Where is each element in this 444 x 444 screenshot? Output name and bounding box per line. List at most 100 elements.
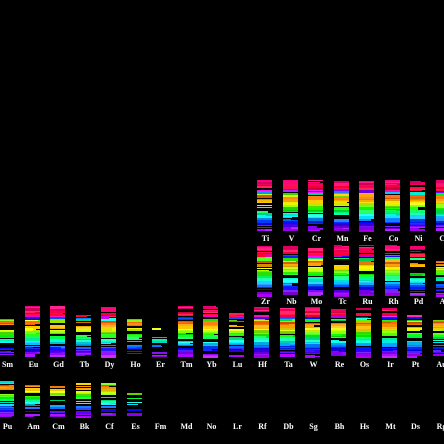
element-cell-ag[interactable]: Ag — [432, 245, 444, 309]
spectral-line — [203, 328, 218, 330]
spectral-line — [436, 277, 444, 279]
spectral-line — [308, 215, 323, 217]
element-cell-mt[interactable]: Mt — [378, 370, 403, 434]
element-cell-hs[interactable]: Hs — [352, 370, 377, 434]
spectral-line — [308, 279, 323, 282]
spectral-line — [76, 342, 91, 344]
spectral-line — [356, 340, 371, 343]
element-cell-tc[interactable]: Tc — [330, 245, 355, 309]
element-cell-ho[interactable]: Ho — [123, 306, 148, 372]
element-cell-er[interactable]: Er — [148, 306, 173, 372]
element-cell-es[interactable]: Es — [123, 370, 148, 434]
spectral-line — [334, 223, 349, 224]
element-cell-cu[interactable]: Cu — [432, 180, 444, 246]
element-symbol: Pd — [413, 297, 424, 306]
element-cell-os[interactable]: Os — [352, 306, 377, 372]
spectral-line — [101, 315, 116, 316]
element-cell-ds[interactable]: Ds — [403, 370, 428, 434]
spectral-line — [257, 200, 272, 202]
element-cell-cf[interactable]: Cf — [97, 370, 122, 434]
spectral-line — [203, 311, 218, 312]
spectral-line — [385, 253, 400, 254]
spectral-line — [0, 354, 14, 355]
element-cell-db[interactable]: Db — [276, 370, 301, 434]
spectral-line — [257, 284, 272, 285]
spectral-line — [127, 353, 142, 354]
spectral-line — [407, 356, 418, 358]
element-cell-ti[interactable]: Ti — [253, 180, 278, 246]
spectral-line — [410, 256, 425, 258]
element-symbol: Er — [156, 360, 165, 369]
element-cell-rh[interactable]: Rh — [381, 245, 406, 309]
element-cell-mn[interactable]: Mn — [330, 180, 355, 246]
spectral-line — [203, 354, 218, 356]
element-cell-rf[interactable]: Rf — [250, 370, 275, 434]
element-cell-sm[interactable]: Sm — [0, 306, 20, 372]
element-cell-cm[interactable]: Cm — [46, 370, 71, 434]
element-cell-re[interactable]: Re — [327, 306, 352, 372]
element-cell-eu[interactable]: Eu — [21, 306, 46, 372]
element-cell-co[interactable]: Co — [381, 180, 406, 246]
spectral-line — [25, 308, 40, 311]
element-cell-gd[interactable]: Gd — [46, 306, 71, 372]
element-cell-rg[interactable]: Rg — [429, 370, 444, 434]
spectral-line — [308, 212, 323, 213]
spectral-line — [308, 196, 323, 199]
spectral-line — [178, 329, 193, 330]
element-cell-dy[interactable]: Dy — [97, 306, 122, 372]
spectral-line — [283, 274, 298, 275]
element-cell-sg[interactable]: Sg — [301, 370, 326, 434]
element-cell-tb[interactable]: Tb — [72, 306, 97, 372]
spectral-line — [308, 268, 323, 271]
spectral-line — [356, 328, 371, 331]
element-cell-ni[interactable]: Ni — [406, 180, 431, 246]
element-cell-fm[interactable]: Fm — [148, 370, 173, 434]
element-cell-w[interactable]: W — [301, 306, 326, 372]
spectral-line — [280, 341, 295, 343]
spectral-line — [178, 326, 193, 329]
spectral-line — [0, 334, 14, 336]
element-cell-fe[interactable]: Fe — [355, 180, 380, 246]
element-cell-lr[interactable]: Lr — [225, 370, 250, 434]
element-cell-bk[interactable]: Bk — [72, 370, 97, 434]
element-cell-yb[interactable]: Yb — [199, 306, 224, 372]
element-symbol: Ni — [414, 234, 423, 243]
spectral-line — [25, 404, 35, 405]
element-cell-pu[interactable]: Pu — [0, 370, 20, 434]
element-cell-bh[interactable]: Bh — [327, 370, 352, 434]
element-cell-lu[interactable]: Lu — [225, 306, 250, 372]
element-cell-cr[interactable]: Cr — [304, 180, 329, 246]
spectral-line — [254, 330, 269, 333]
spectral-line — [257, 192, 272, 194]
element-cell-au[interactable]: Au — [429, 306, 444, 372]
element-cell-tm[interactable]: Tm — [174, 306, 199, 372]
element-cell-ta[interactable]: Ta — [276, 306, 301, 372]
spectral-line — [257, 294, 272, 297]
element-cell-hf[interactable]: Hf — [250, 306, 275, 372]
element-cell-ir[interactable]: Ir — [378, 306, 403, 372]
element-cell-pd[interactable]: Pd — [406, 245, 431, 309]
spectral-line — [359, 182, 374, 183]
element-cell-v[interactable]: V — [279, 180, 304, 246]
spectral-line — [436, 289, 444, 291]
element-cell-no[interactable]: No — [199, 370, 224, 434]
spectral-line — [254, 332, 269, 333]
spectral-line — [433, 337, 444, 339]
spectral-line — [127, 414, 142, 416]
spectral-line — [334, 191, 349, 193]
spectral-line — [50, 309, 65, 310]
spectral-line — [356, 352, 371, 355]
element-cell-ru[interactable]: Ru — [355, 245, 380, 309]
spectral-line — [101, 409, 110, 410]
element-cell-nb[interactable]: Nb — [279, 245, 304, 309]
element-cell-am[interactable]: Am — [21, 370, 46, 434]
element-cell-zr[interactable]: Zr — [253, 245, 278, 309]
emission-spectrum — [331, 370, 346, 418]
element-cell-md[interactable]: Md — [174, 370, 199, 434]
element-symbol: Re — [334, 360, 345, 369]
emission-spectrum — [76, 306, 91, 358]
element-cell-pt[interactable]: Pt — [403, 306, 428, 372]
element-cell-mo[interactable]: Mo — [304, 245, 329, 309]
spectral-line — [203, 348, 218, 349]
spectral-line — [305, 308, 320, 310]
